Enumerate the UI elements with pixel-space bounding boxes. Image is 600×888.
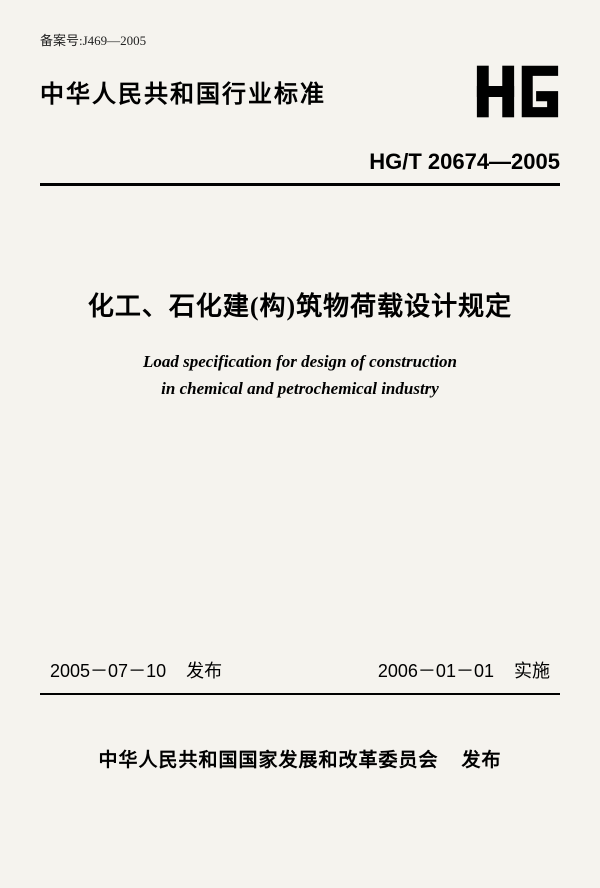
filing-number: 备案号:J469—2005 [40, 30, 560, 49]
document-page: 备案号:J469—2005 中华人民共和国行业标准 HG/T 20674—200… [0, 0, 600, 888]
issue-date-block: 2005－07－10 发布 [50, 657, 222, 683]
main-title-english: Load specification for design of constru… [40, 348, 560, 402]
issue-label: 发布 [186, 661, 222, 681]
issuer: 中华人民共和国国家发展和改革委员会 发布 [40, 745, 560, 772]
effective-label: 实施 [514, 661, 550, 681]
english-title-line1: Load specification for design of constru… [143, 352, 457, 371]
divider-thick [40, 183, 560, 186]
standard-code: HG/T 20674—2005 [40, 149, 560, 175]
english-title-line2: in chemical and petrochemical industry [161, 379, 439, 398]
spacer [40, 402, 560, 657]
issuer-name: 中华人民共和国国家发展和改革委员会 [98, 750, 438, 771]
divider-thin [40, 693, 560, 695]
effective-date-block: 2006－01－01 实施 [378, 657, 550, 683]
header-title: 中华人民共和国行业标准 [40, 74, 326, 109]
issuer-suffix: 发布 [462, 750, 502, 771]
date-row: 2005－07－10 发布 2006－01－01 实施 [40, 657, 560, 683]
main-title-chinese: 化工、石化建(构)筑物荷载设计规定 [40, 286, 560, 323]
hg-logo [475, 64, 560, 119]
header-row: 中华人民共和国行业标准 [40, 64, 560, 119]
effective-date: 2006－01－01 [378, 661, 494, 681]
issue-date: 2005－07－10 [50, 661, 166, 681]
